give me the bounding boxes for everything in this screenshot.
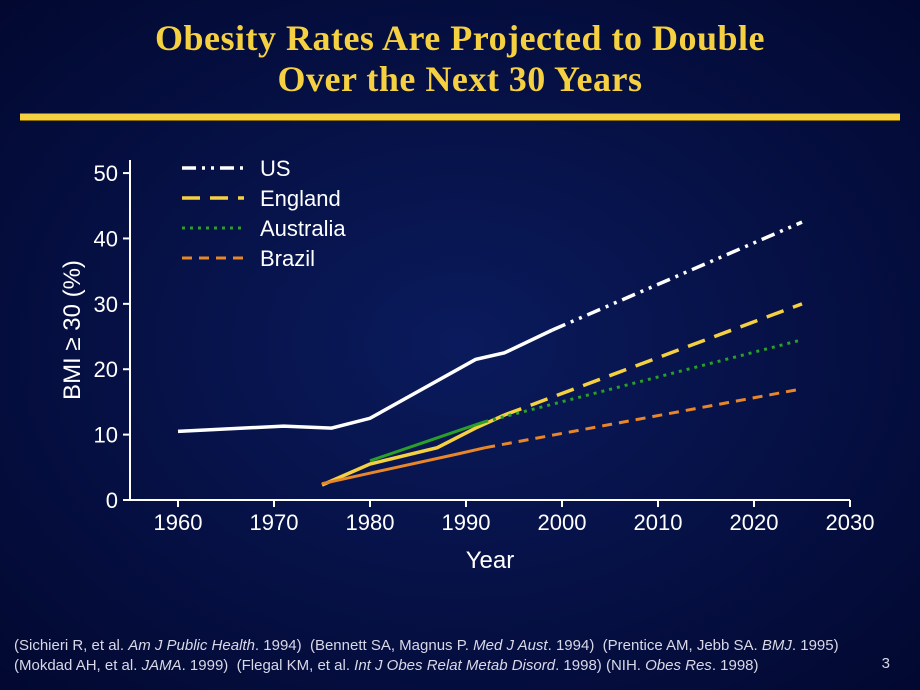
- series-us-projected: [552, 222, 802, 330]
- y-tick-label: 30: [94, 292, 118, 317]
- x-tick-label: 1980: [346, 510, 395, 535]
- slide-title: Obesity Rates Are Projected to Double Ov…: [0, 0, 920, 101]
- legend-label-england: England: [260, 186, 341, 211]
- series-brazil-projected: [485, 389, 802, 448]
- legend-label-brazil: Brazil: [260, 246, 315, 271]
- series-brazil-observed: [322, 448, 485, 484]
- y-tick-label: 0: [106, 488, 118, 513]
- citations: (Sichieri R, et al. Am J Public Health. …: [14, 636, 904, 677]
- title-line2: Over the Next 30 Years: [278, 59, 643, 99]
- citation-line-2: (Mokdad AH, et al. JAMA. 1999) (Flegal K…: [14, 656, 904, 676]
- x-tick-label: 1970: [250, 510, 299, 535]
- x-axis-label: Year: [466, 547, 515, 574]
- series-australia-projected: [485, 340, 802, 422]
- legend-label-australia: Australia: [260, 216, 346, 241]
- x-tick-label: 2030: [826, 510, 875, 535]
- legend-label-us: US: [260, 156, 291, 181]
- chart-svg: 0102030405019601970198019902000201020202…: [60, 150, 860, 590]
- x-tick-label: 1990: [442, 510, 491, 535]
- page-number: 3: [882, 655, 890, 672]
- y-tick-label: 10: [94, 423, 118, 448]
- title-line1: Obesity Rates Are Projected to Double: [155, 18, 765, 58]
- citation-line-1: (Sichieri R, et al. Am J Public Health. …: [14, 636, 904, 656]
- x-tick-label: 2020: [730, 510, 779, 535]
- y-tick-label: 20: [94, 357, 118, 382]
- x-tick-label: 1960: [154, 510, 203, 535]
- slide: Obesity Rates Are Projected to Double Ov…: [0, 0, 920, 690]
- x-tick-label: 2010: [634, 510, 683, 535]
- obesity-chart: 0102030405019601970198019902000201020202…: [60, 150, 860, 590]
- title-underline: [20, 113, 900, 121]
- series-australia-observed: [370, 422, 485, 461]
- x-tick-label: 2000: [538, 510, 587, 535]
- y-axis-label: BMI ≥ 30 (%): [59, 260, 86, 400]
- y-tick-label: 40: [94, 226, 118, 251]
- series-us-observed: [178, 330, 552, 431]
- y-tick-label: 50: [94, 161, 118, 186]
